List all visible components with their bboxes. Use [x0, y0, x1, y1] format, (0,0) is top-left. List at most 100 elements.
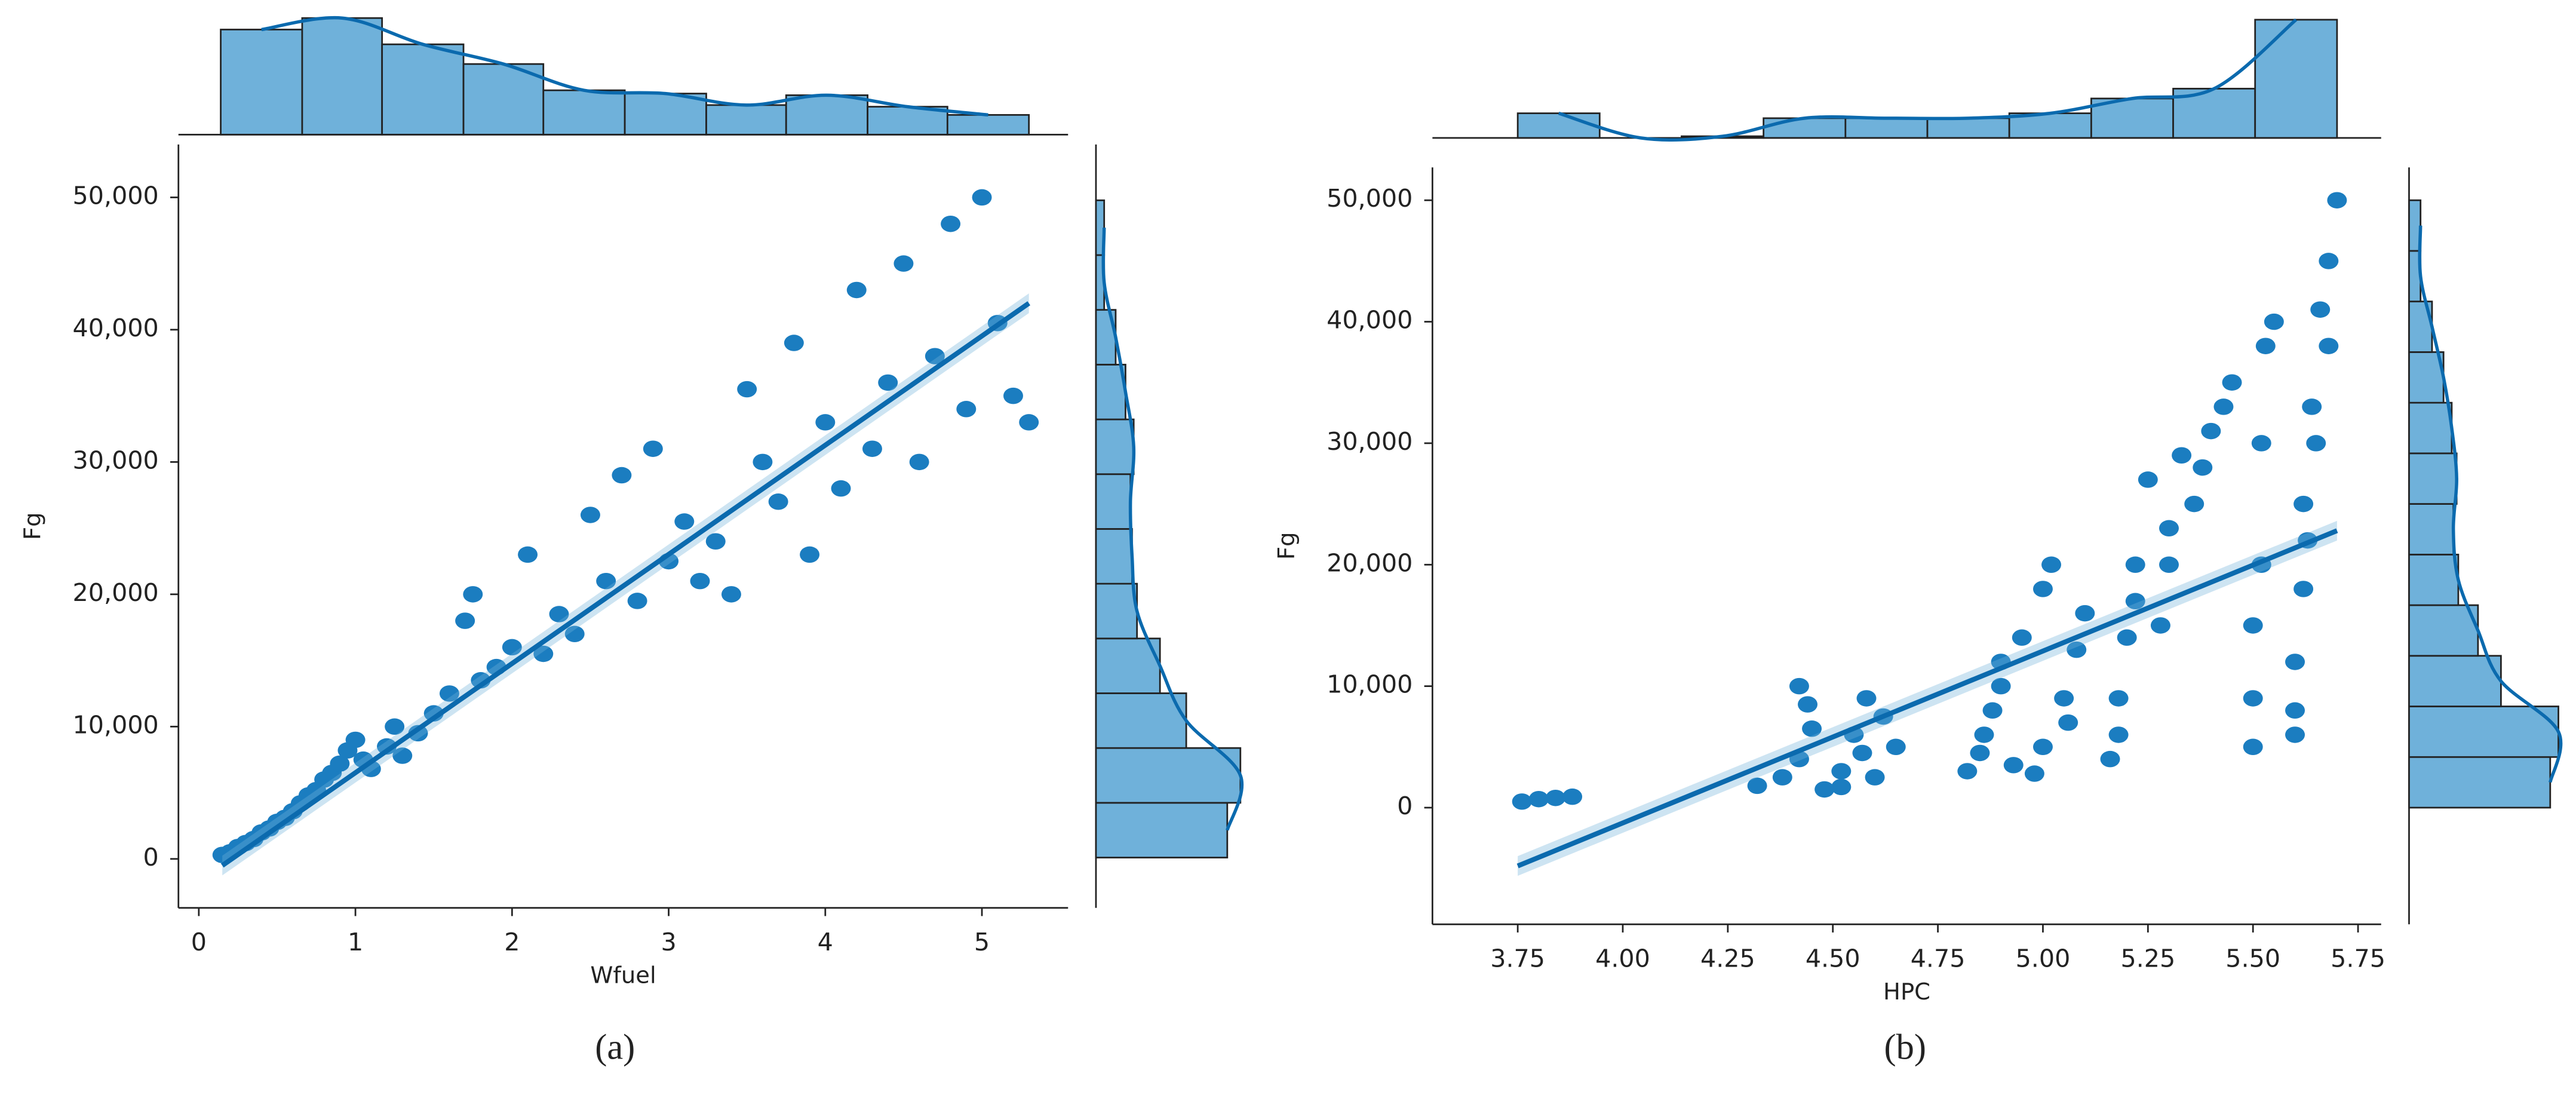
scatter-point: [1852, 744, 1872, 762]
y-tick-label: 20,000: [73, 578, 159, 607]
histogram-bar: [381, 43, 465, 136]
x-tick-label: 4.75: [1911, 944, 1966, 973]
y-tick-label: 10,000: [73, 710, 159, 739]
scatter-point: [2003, 757, 2024, 774]
y-tick-label: 30,000: [73, 446, 159, 474]
scatter-point: [345, 731, 366, 749]
y-tick-label: 40,000: [1327, 306, 1413, 335]
histogram-bar: [2008, 112, 2092, 139]
scatter-point: [2075, 605, 2095, 622]
scatter-point: [862, 440, 882, 457]
scatter-point: [1974, 726, 1994, 743]
scatter-point: [1747, 777, 1767, 795]
scatter-point: [2032, 738, 2053, 756]
x-tick-label: 5.25: [2120, 944, 2175, 973]
histogram-bar: [1516, 112, 1601, 139]
x-tick-label: 2: [504, 928, 520, 956]
scatter-point: [2327, 192, 2347, 208]
scatter-point: [2012, 629, 2032, 646]
scatter-point: [815, 414, 836, 431]
scatter-point: [1991, 677, 2011, 695]
scatter-point: [2285, 654, 2305, 670]
scatter-point: [627, 593, 647, 609]
histogram-bar: [2408, 401, 2453, 455]
scatter-point: [2319, 338, 2339, 354]
panel-label: (a): [595, 1027, 635, 1068]
scatter-point: [925, 348, 945, 364]
y-tick-label: 20,000: [1327, 548, 1413, 577]
scatter-point: [2058, 714, 2078, 731]
scatter-point: [2108, 726, 2129, 743]
scatter-point: [1831, 778, 1852, 796]
scatter-point: [2293, 495, 2314, 513]
scatter-point: [1545, 789, 1565, 806]
histogram-bar: [301, 17, 383, 136]
scatter-point: [2306, 435, 2326, 452]
scatter-point: [518, 546, 538, 563]
scatter-point: [1528, 791, 1549, 808]
histogram-bar: [1095, 692, 1187, 749]
scatter-point: [392, 747, 413, 764]
scatter-point: [2310, 301, 2331, 318]
scatter-point: [2041, 556, 2062, 573]
scatter-point: [330, 755, 350, 772]
scatter-point: [463, 586, 483, 603]
histogram-bar: [785, 94, 868, 136]
scatter-point: [2125, 556, 2145, 573]
scatter-point: [1003, 387, 1023, 404]
histogram-bar: [2408, 503, 2455, 556]
histogram-bar: [2408, 756, 2552, 809]
histogram-bar: [1926, 117, 2010, 139]
scatter-point: [972, 189, 992, 206]
scatter-point: [705, 533, 726, 550]
y-axis-label: Fg: [1273, 532, 1300, 560]
scatter-point: [2159, 556, 2179, 573]
scatter-point: [408, 725, 428, 742]
scatter-point: [596, 572, 616, 590]
regression-line: [220, 301, 1031, 868]
histogram-bar: [220, 29, 303, 136]
scatter-point: [1019, 414, 1039, 431]
scatter-point: [2213, 398, 2234, 415]
scatter-point: [674, 513, 695, 530]
scatter-point: [737, 381, 757, 398]
scatter-point: [2264, 313, 2284, 330]
scatter-point: [2193, 459, 2213, 476]
scatter-point: [2243, 617, 2263, 634]
scatter-point: [2243, 690, 2263, 707]
histogram-bar: [624, 93, 707, 136]
scatter-point: [1886, 738, 1906, 756]
histogram-bar: [946, 114, 1030, 136]
x-tick-label: 4: [818, 928, 833, 956]
scatter-point: [2285, 702, 2305, 719]
histogram-bar: [462, 63, 545, 136]
scatter-point: [2293, 581, 2314, 597]
scatter-point: [768, 493, 788, 510]
histogram-bar: [2408, 351, 2445, 404]
kde-curve: [261, 16, 988, 117]
scatter-point: [721, 586, 741, 603]
scatter-point: [690, 572, 710, 590]
scatter-point: [941, 215, 961, 232]
histogram-bar: [1095, 582, 1138, 640]
scatter-point: [2117, 629, 2137, 646]
scatter-point: [2138, 471, 2158, 488]
scatter-point: [2243, 738, 2263, 756]
scatter-point: [2150, 617, 2170, 634]
histogram-bar: [1095, 473, 1132, 530]
y-tick-label: 40,000: [73, 314, 159, 342]
x-tick-label: 5.50: [2225, 944, 2280, 973]
scatter-point: [2067, 641, 2087, 658]
scatter-point: [894, 255, 914, 272]
panel-label: (b): [1884, 1027, 1926, 1068]
scatter-point: [2125, 593, 2145, 610]
scatter-point: [2302, 398, 2322, 415]
scatter-point: [800, 546, 820, 563]
scatter-point: [549, 606, 569, 622]
x-tick-label: 4.00: [1595, 944, 1650, 973]
scatter-point: [956, 401, 977, 418]
x-tick-label: 3: [661, 928, 676, 956]
histogram-bar: [705, 104, 787, 136]
scatter-point: [455, 612, 475, 629]
histogram-bar: [2254, 19, 2338, 139]
